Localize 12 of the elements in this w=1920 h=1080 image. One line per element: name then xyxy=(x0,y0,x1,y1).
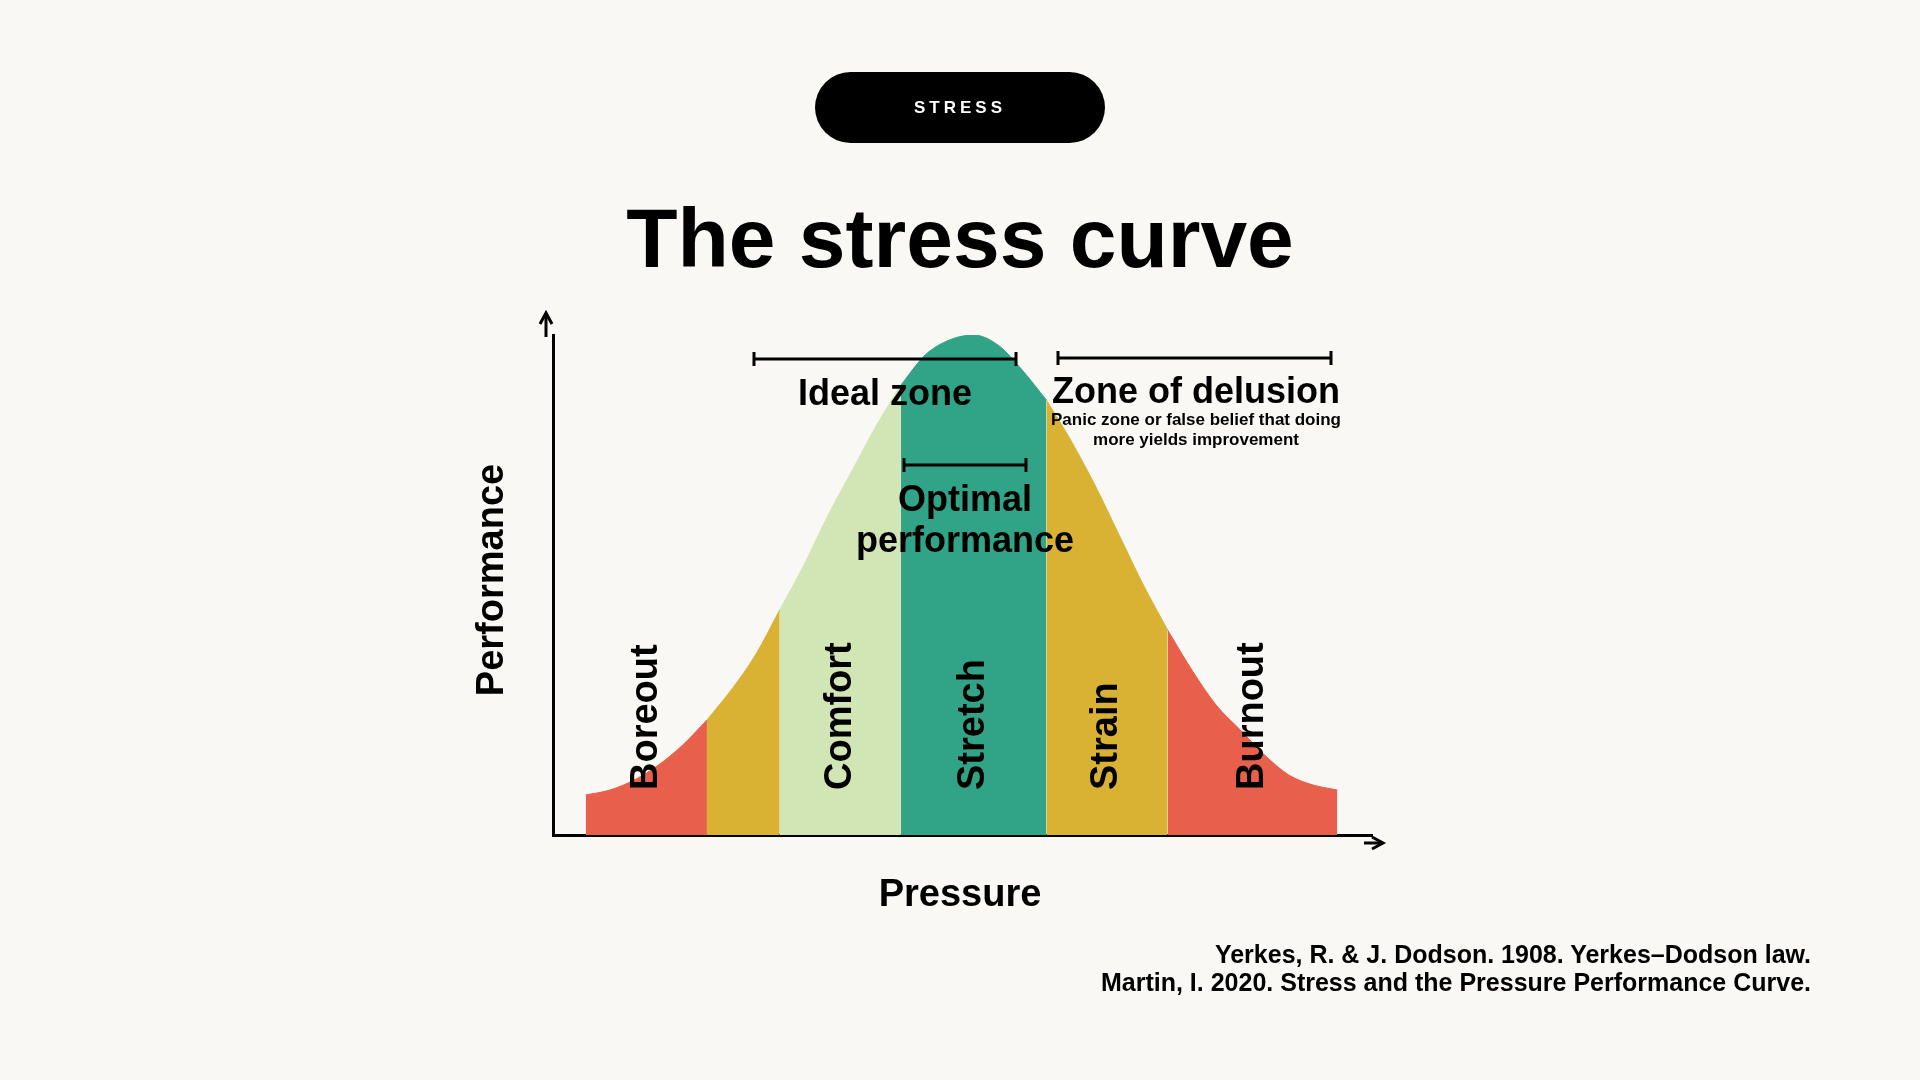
text: Martin, I. 2020. Stress and the Pressure Performance Curve. xyxy=(1100,968,1811,997)
y-axis-title: Performance xyxy=(468,463,512,697)
series-label: Comfort xyxy=(816,641,859,790)
x-axis-title: Pressure xyxy=(877,872,1043,915)
chart-subtitle: STRESS xyxy=(815,72,1105,143)
series-label: Stretch xyxy=(950,659,993,790)
text: Yerkes, R. & J. Dodson. 1908. Yerkes–Dodson law. xyxy=(1214,940,1811,969)
annotation: Zone of delusion xyxy=(1051,370,1341,412)
text: Boreout xyxy=(622,644,665,790)
series-label: Strain xyxy=(1083,682,1126,790)
text: Burnout xyxy=(1228,641,1271,790)
chart-title: The stress curve xyxy=(625,190,1295,287)
